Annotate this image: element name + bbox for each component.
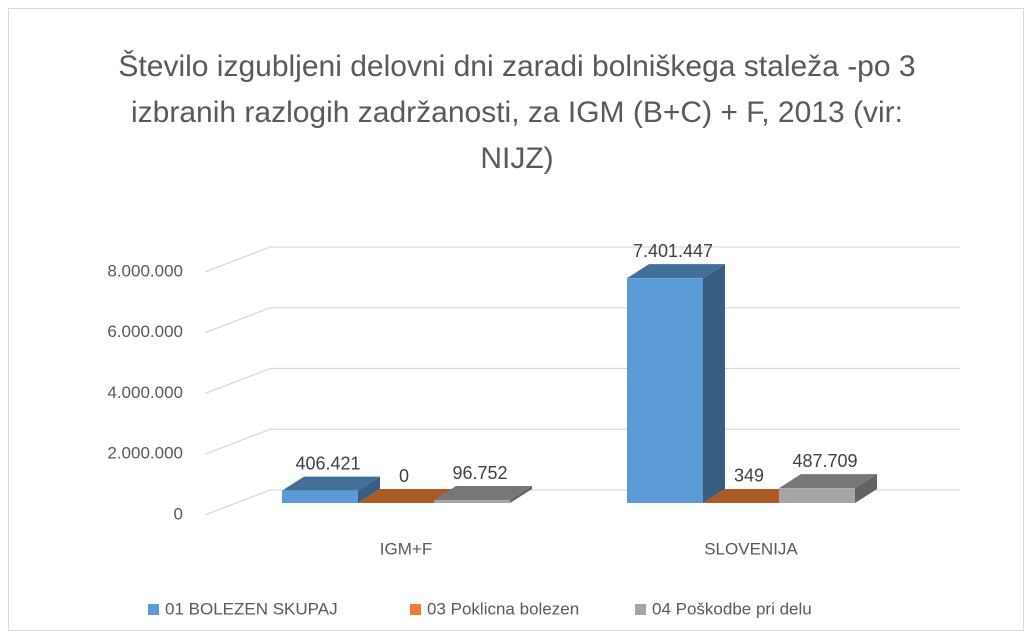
bar-side — [703, 264, 725, 503]
bar-side — [510, 486, 532, 503]
legend-swatch — [635, 604, 646, 615]
legend-swatch — [410, 604, 421, 615]
chart-title: Število izgubljeni delovni dni zaradi bo… — [118, 50, 916, 175]
value-label: 349 — [734, 466, 764, 486]
y-tick-label: 4.000.000 — [107, 383, 183, 402]
bar-top — [627, 264, 725, 279]
bar-top — [358, 489, 456, 503]
value-label: 487.709 — [792, 451, 857, 471]
bar-top — [434, 486, 532, 501]
grid-line — [204, 428, 960, 455]
value-label: 7.401.447 — [633, 241, 713, 261]
y-tick-label: 2.000.000 — [107, 444, 183, 463]
bar — [779, 474, 877, 503]
y-tick-label: 8.000.000 — [107, 261, 183, 280]
bar — [627, 264, 725, 503]
bar-side — [358, 476, 380, 503]
grid-line — [204, 246, 960, 273]
bar-top — [703, 488, 801, 503]
bar-front — [779, 488, 855, 503]
value-label: 406.421 — [295, 453, 360, 473]
bar-top — [779, 474, 877, 489]
bar — [282, 476, 380, 503]
legend-label: 03 Poklicna bolezen — [427, 599, 579, 618]
grid-line — [204, 307, 960, 334]
bar-top — [282, 476, 380, 491]
y-tick-label: 6.000.000 — [107, 322, 183, 341]
grid-line — [204, 367, 960, 395]
value-label: 0 — [399, 466, 409, 486]
value-label: 96.752 — [452, 463, 507, 483]
bar-front — [434, 500, 510, 503]
legend-swatch — [148, 604, 159, 615]
x-tick-label: IGM+F — [380, 539, 432, 558]
bar — [434, 486, 532, 503]
y-tick-label: 0 — [174, 504, 183, 523]
bar-side — [855, 474, 877, 503]
legend-label: 01 BOLEZEN SKUPAJ — [165, 599, 338, 618]
legend-label: 04 Poškodbe pri delu — [652, 599, 812, 618]
bar — [358, 489, 456, 503]
x-tick-label: SLOVENIJA — [704, 539, 798, 558]
bar-front — [282, 490, 358, 503]
chart-frame — [8, 8, 1024, 631]
bar-front — [627, 278, 703, 503]
